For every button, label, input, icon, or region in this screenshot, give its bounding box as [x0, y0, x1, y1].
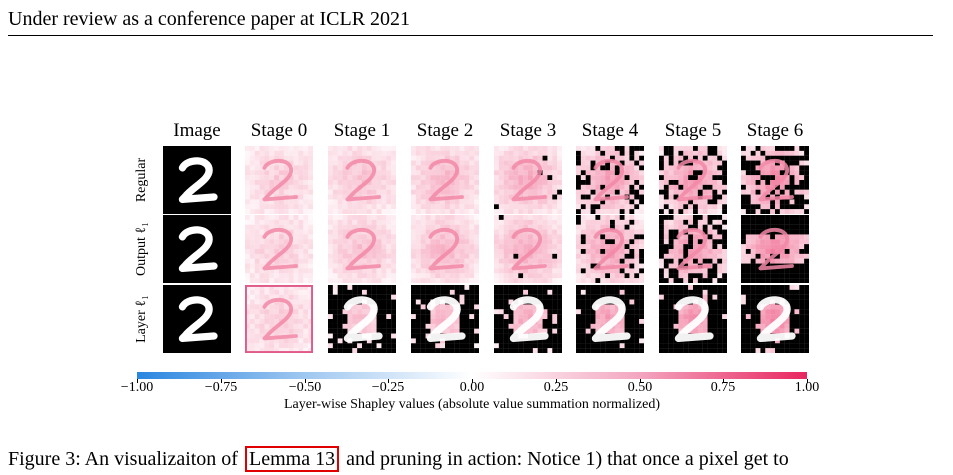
- heatmap-tile-r2-c6: [659, 285, 727, 353]
- row-label-2: Layer ℓ₁: [134, 295, 149, 343]
- colorbar-tick-label-8: 1.00: [794, 380, 820, 395]
- heatmap-tile-r1-c7: [741, 215, 809, 283]
- column-label-5: Stage 4: [581, 120, 639, 141]
- colorbar-tick-label-0: −1.00: [120, 380, 154, 395]
- heatmap-tile-r2-c7: [741, 285, 809, 353]
- colorbar-tick-label-7: 0.75: [710, 380, 736, 395]
- colorbar-tick-8: [807, 379, 808, 383]
- heatmap-tile-r1-c4: [494, 215, 562, 283]
- heatmap-tile-r1-c5: [576, 215, 644, 283]
- figure-caption: Figure 3: An visualizaiton of Lemma 13 a…: [8, 446, 789, 472]
- heatmap-tile-r1-c1: [245, 215, 313, 283]
- heatmap-tile-r1-c6: [659, 215, 727, 283]
- colorbar-tick-label-6: 0.50: [627, 380, 653, 395]
- heatmap-tile-r0-c2: [328, 146, 396, 214]
- column-label-7: Stage 6: [746, 120, 804, 141]
- heatmap-tile-r2-c4: [494, 285, 562, 353]
- column-label-4: Stage 3: [499, 120, 557, 141]
- heatmap-tile-r2-c5: [576, 285, 644, 353]
- column-label-1: Stage 0: [250, 120, 308, 141]
- header-rule: [8, 35, 933, 36]
- colorbar-tick-label-1: −0.75: [204, 380, 238, 395]
- heatmap-tile-r0-c4: [494, 146, 562, 214]
- heatmap-tile-r2-c3: [411, 285, 479, 353]
- colorbar-tick-label-4: 0.00: [459, 380, 485, 395]
- colorbar-tick-label-5: 0.25: [543, 380, 569, 395]
- column-label-6: Stage 5: [664, 120, 722, 141]
- running-header: Under review as a conference paper at IC…: [8, 8, 411, 30]
- colorbar-tick-5: [556, 379, 557, 383]
- heatmap-tile-r1-c2: [328, 215, 396, 283]
- colorbar-tick-label-2: −0.50: [288, 380, 322, 395]
- colorbar-tick-6: [640, 379, 641, 383]
- heatmap-tile-r0-c6: [659, 146, 727, 214]
- colorbar-tick-7: [723, 379, 724, 383]
- heatmap-tile-r0-c5: [576, 146, 644, 214]
- heatmap-tile-r0-c1: [245, 146, 313, 214]
- heatmap-tile-r2-c2: [328, 285, 396, 353]
- heatmap-tile-r0-c7: [741, 146, 809, 214]
- heatmap-tile-r1-c0: [163, 215, 231, 283]
- caption-suffix: and pruning in action: Notice 1) that on…: [346, 448, 789, 470]
- column-label-0: Image: [173, 120, 221, 141]
- caption-prefix: Figure 3: An visualizaiton of: [8, 448, 238, 470]
- heatmap-tile-r0-c0: [163, 146, 231, 214]
- heatmap-tile-r0-c3: [411, 146, 479, 214]
- column-label-3: Stage 2: [416, 120, 474, 141]
- column-label-2: Stage 1: [333, 120, 391, 141]
- colorbar-tick-4: [472, 379, 473, 383]
- colorbar-tick-0: [137, 379, 138, 383]
- colorbar-tick-1: [221, 379, 222, 383]
- colorbar-tick-3: [388, 379, 389, 383]
- colorbar-label: Layer-wise Shapley values (absolute valu…: [283, 397, 661, 412]
- heatmap-tile-r2-c0: [163, 285, 231, 353]
- lemma-link[interactable]: Lemma 13: [244, 446, 340, 472]
- heatmap-tile-r1-c3: [411, 215, 479, 283]
- colorbar-tick-label-3: −0.25: [371, 380, 405, 395]
- colorbar: [137, 372, 807, 379]
- heatmap-tile-r2-c1: [245, 285, 313, 353]
- colorbar-tick-2: [305, 379, 306, 383]
